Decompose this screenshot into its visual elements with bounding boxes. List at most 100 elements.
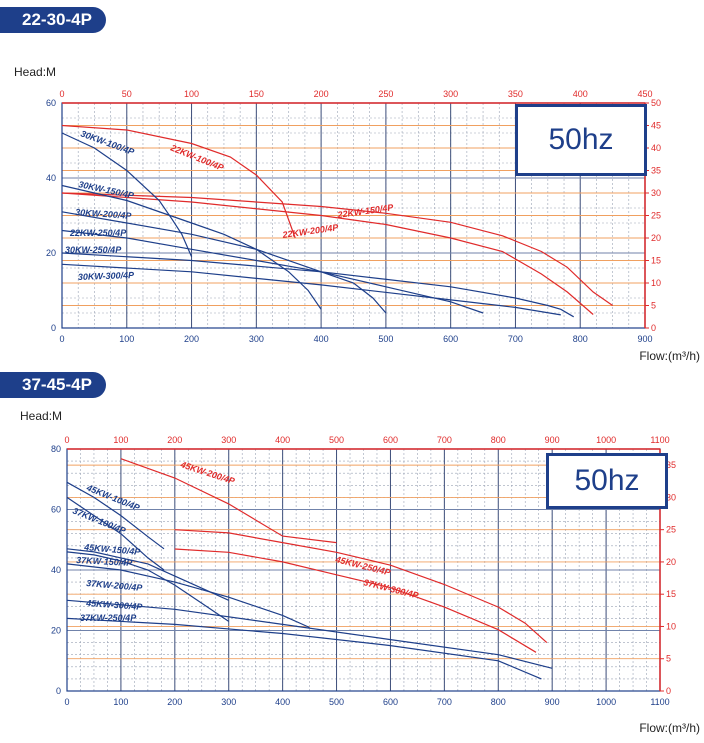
red-x-tick-label: 100 (184, 89, 199, 99)
x-tick-label: 300 (249, 334, 264, 344)
red-y-tick-label: 35 (666, 460, 676, 470)
series-label: 30KW-200/4P (75, 207, 133, 221)
red-x-tick-label: 0 (64, 435, 69, 445)
frequency-label: 50hz (546, 453, 668, 509)
red-y-tick-label: 5 (651, 301, 656, 311)
series-line (61, 184, 322, 310)
series-line (61, 192, 613, 306)
chart-title-badge: 22-30-4P (0, 7, 106, 33)
series-line (66, 548, 229, 601)
series-label: 37KW-250/4P (80, 613, 137, 623)
x-tick-label: 900 (637, 334, 652, 344)
series-label: 37KW-300/4P (363, 577, 421, 601)
x-tick-label: 600 (383, 697, 398, 707)
chart-title-badge: 37-45-4P (0, 372, 106, 398)
red-y-tick-label: 5 (666, 654, 671, 664)
red-x-tick-label: 700 (437, 435, 452, 445)
series-line (66, 617, 542, 680)
red-x-tick-label: 400 (275, 435, 290, 445)
x-tick-label: 100 (113, 697, 128, 707)
series-line (174, 529, 548, 644)
x-tick-label: 700 (437, 697, 452, 707)
red-x-tick-label: 500 (329, 435, 344, 445)
red-y-tick-label: 25 (666, 525, 676, 535)
x-tick-label: 200 (167, 697, 182, 707)
x-tick-label: 800 (491, 697, 506, 707)
red-y-tick-label: 30 (666, 492, 676, 502)
x-tick-label: 500 (329, 697, 344, 707)
y-tick-label: 40 (51, 565, 61, 575)
red-y-tick-label: 45 (651, 121, 661, 131)
x-tick-label: 200 (184, 334, 199, 344)
red-x-tick-label: 350 (508, 89, 523, 99)
red-x-tick-label: 200 (314, 89, 329, 99)
series-line (61, 211, 387, 314)
red-x-tick-label: 1100 (650, 435, 669, 445)
red-x-tick-label: 200 (167, 435, 182, 445)
x-tick-label: 300 (221, 697, 236, 707)
y-axis-label: Head:M (20, 409, 62, 423)
red-x-tick-label: 100 (113, 435, 128, 445)
red-y-tick-label: 50 (651, 98, 661, 108)
y-tick-label: 20 (51, 626, 61, 636)
series-label: 22KW-100/4P (168, 142, 226, 173)
series-line (61, 124, 296, 239)
y-tick-label: 20 (46, 248, 56, 258)
series-line (61, 263, 561, 316)
red-x-tick-label: 50 (122, 89, 132, 99)
red-y-tick-label: 20 (651, 233, 661, 243)
series-line (66, 551, 230, 622)
red-y-tick-label: 10 (666, 621, 676, 631)
red-y-tick-label: 35 (651, 166, 661, 176)
red-x-tick-label: 800 (491, 435, 506, 445)
series-line (66, 496, 165, 571)
series-label: 37KW-100/4P (71, 506, 128, 537)
pump-curve-chart: 0 100 200 300 400 500 600 700 800 900 1000 11000204… (20, 409, 700, 735)
y-tick-label: 40 (46, 173, 56, 183)
red-y-tick-label: 20 (666, 557, 676, 567)
x-tick-label: 1100 (650, 697, 669, 707)
x-tick-label: 900 (545, 697, 560, 707)
red-x-tick-label: 250 (378, 89, 393, 99)
red-x-tick-label: 150 (249, 89, 264, 99)
y-tick-label: 0 (51, 323, 56, 333)
red-x-tick-label: 450 (637, 89, 652, 99)
x-axis-label: Flow:(m³/h) (639, 721, 700, 735)
series-line (61, 252, 575, 318)
series-line (66, 563, 310, 629)
frequency-label: 50hz (515, 104, 647, 176)
chart-panel-22-30: 22-30-4P 0 100 200 300 400 500 600 700 800 900 0 20… (0, 7, 700, 363)
red-x-tick-label: 900 (545, 435, 560, 445)
y-tick-label: 60 (46, 98, 56, 108)
x-tick-label: 100 (119, 334, 134, 344)
red-y-tick-label: 40 (651, 143, 661, 153)
red-y-tick-label: 0 (651, 323, 656, 333)
series-line (61, 192, 594, 315)
red-x-tick-label: 400 (573, 89, 588, 99)
series-label: 37KW-200/4P (86, 578, 144, 593)
series-label: 22KW-200/4P (281, 222, 340, 240)
x-tick-label: 1000 (596, 697, 616, 707)
y-tick-label: 80 (51, 444, 61, 454)
y-axis-label: Head:M (14, 65, 56, 79)
y-tick-label: 0 (56, 686, 61, 696)
red-y-tick-label: 25 (651, 211, 661, 221)
series-label: 37KW-150/4P (76, 555, 134, 568)
x-axis-label: Flow:(m³/h) (639, 349, 700, 363)
series-line (61, 229, 484, 314)
red-x-tick-label: 300 (443, 89, 458, 99)
red-x-tick-label: 1000 (596, 435, 616, 445)
series-label: 30KW-300/4P (78, 270, 136, 282)
series-label: 45KW-300/4P (85, 598, 144, 612)
series-line (61, 132, 193, 258)
series-label: 30KW-250/4P (65, 245, 122, 255)
x-tick-label: 0 (64, 697, 69, 707)
series-line (66, 599, 553, 669)
x-tick-label: 0 (59, 334, 64, 344)
red-x-tick-label: 300 (221, 435, 236, 445)
x-tick-label: 700 (508, 334, 523, 344)
x-tick-label: 500 (378, 334, 393, 344)
series-label: 45KW-200/4P (178, 459, 236, 486)
x-tick-label: 400 (314, 334, 329, 344)
